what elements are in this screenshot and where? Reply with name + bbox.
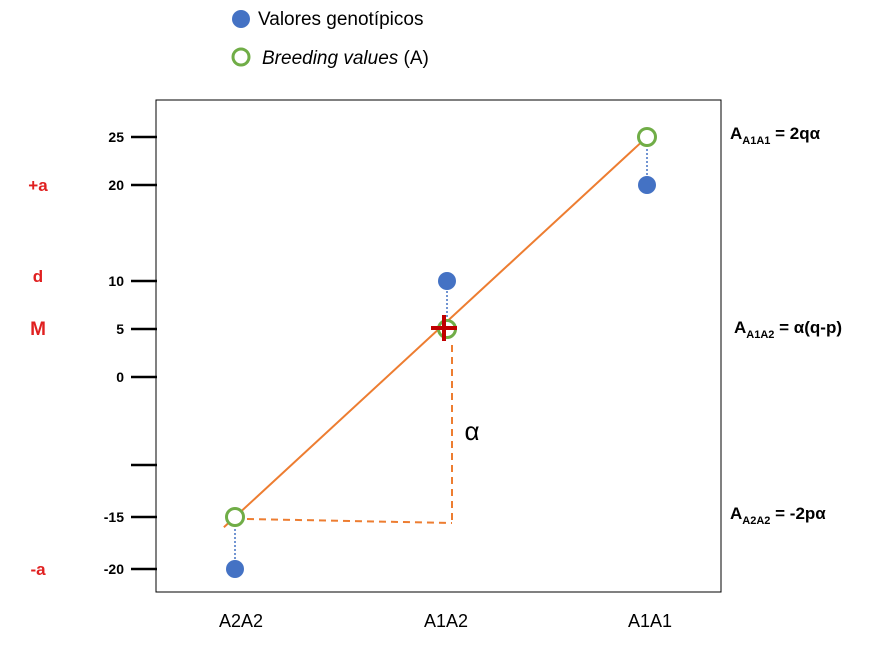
genotypic-value-point bbox=[226, 560, 244, 578]
formula: AA1A2 = α(q-p) bbox=[734, 318, 842, 341]
side-labels: +a d M -a bbox=[28, 176, 48, 579]
legend-genotypic-marker bbox=[232, 10, 250, 28]
genotypic-value-point bbox=[438, 272, 456, 290]
formula-rest: = -2pα bbox=[770, 504, 826, 523]
formula-rest: = 2qα bbox=[770, 124, 820, 143]
y-tick-label: -20 bbox=[104, 561, 124, 577]
breeding-value-point bbox=[637, 127, 657, 147]
formula-main: A bbox=[734, 318, 746, 337]
formula-subscript: A2A2 bbox=[742, 515, 770, 527]
plot-frame bbox=[155, 99, 722, 593]
legend-breeding-label-italic: Breeding values bbox=[262, 48, 399, 69]
formula-subscript: A1A2 bbox=[746, 329, 774, 341]
side-label: -a bbox=[30, 560, 46, 579]
formula: AA2A2 = -2pα bbox=[730, 504, 826, 527]
x-category-label: A2A2 bbox=[219, 611, 263, 631]
side-label: M bbox=[30, 319, 46, 340]
breeding-value-point bbox=[225, 507, 245, 527]
side-label: d bbox=[33, 267, 43, 286]
legend-genotypic-label: Valores genotípicos bbox=[258, 9, 423, 30]
formula-main: A bbox=[730, 504, 742, 523]
x-category-label: A1A2 bbox=[424, 611, 468, 631]
y-tick-label: 5 bbox=[116, 321, 124, 337]
side-label: +a bbox=[28, 176, 48, 195]
legend: Valores genotípicos Breeding values (A) bbox=[231, 9, 429, 69]
legend-breeding-label-rest: (A) bbox=[398, 48, 429, 69]
y-axis: 25 20 10 5 0 -15 -20 bbox=[104, 129, 157, 577]
formula-subscript: A1A1 bbox=[742, 135, 770, 147]
alpha-base-dashed bbox=[246, 518, 453, 524]
y-tick-label: 0 bbox=[116, 369, 124, 385]
y-tick-label: 20 bbox=[108, 177, 124, 193]
x-category-label: A1A1 bbox=[628, 611, 672, 631]
legend-breeding-label: Breeding values (A) bbox=[262, 48, 429, 69]
mean-cross-marker bbox=[431, 315, 457, 341]
formula-rest: = α(q-p) bbox=[774, 318, 842, 337]
y-tick-label: -15 bbox=[104, 509, 124, 525]
legend-breeding-marker bbox=[231, 47, 251, 67]
formula-main: A bbox=[730, 124, 742, 143]
alpha-label: α bbox=[464, 416, 479, 446]
x-axis: A2A2 A1A2 A1A1 bbox=[219, 611, 672, 631]
data-marks bbox=[225, 127, 657, 578]
y-tick-label: 10 bbox=[108, 273, 124, 289]
guide-lines: α bbox=[223, 131, 654, 569]
formula: AA1A1 = 2qα bbox=[730, 124, 821, 147]
genotypic-value-point bbox=[638, 176, 656, 194]
y-tick-label: 25 bbox=[108, 129, 124, 145]
